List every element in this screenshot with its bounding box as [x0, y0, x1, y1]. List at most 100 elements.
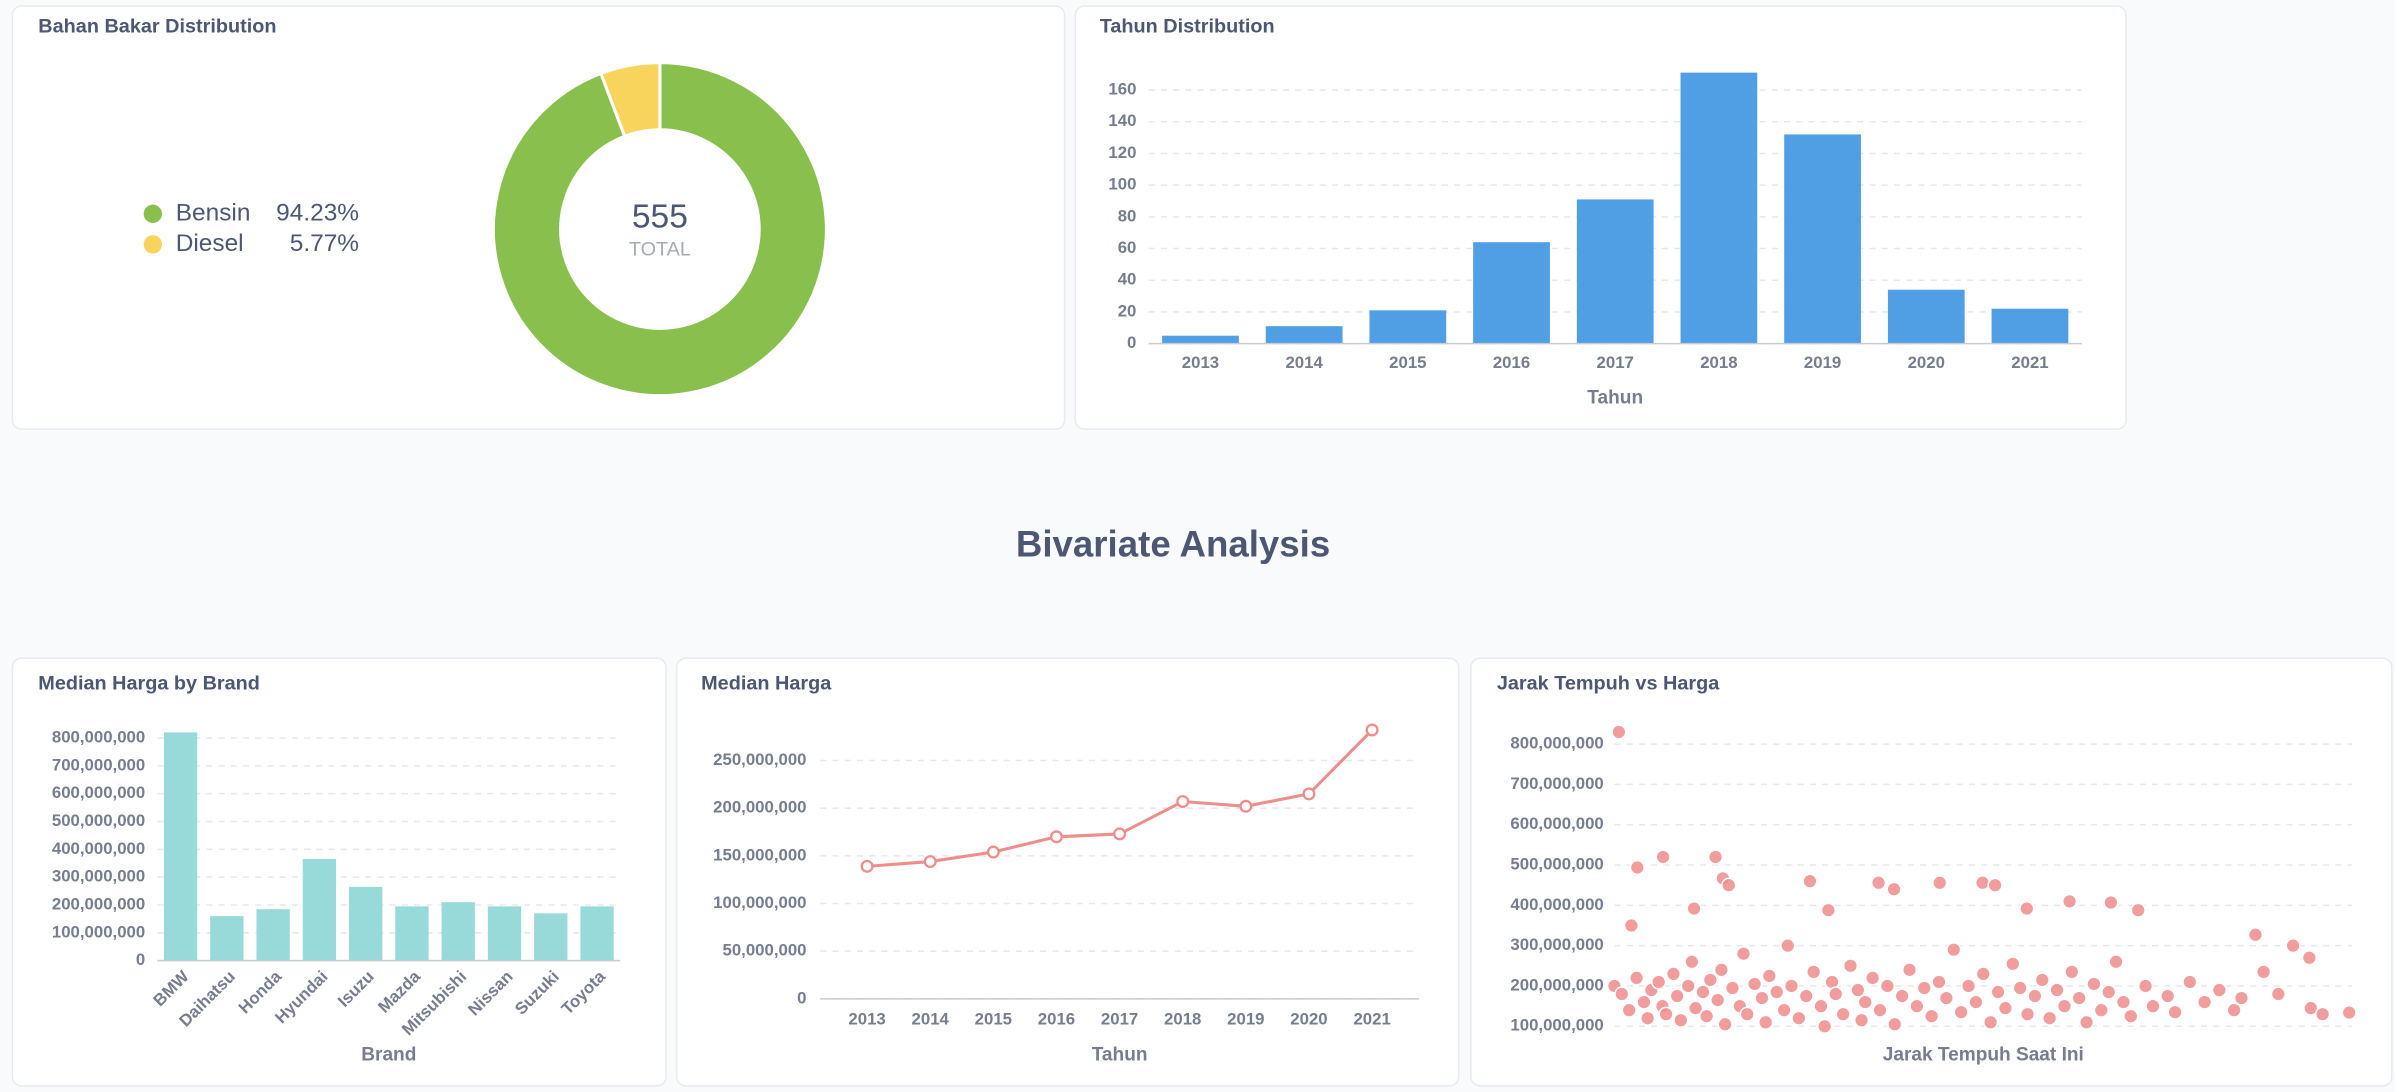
x-tick-label: 2016 [1038, 1010, 1075, 1029]
point [1798, 988, 1814, 1004]
x-axis-title: Brand [361, 1044, 416, 1065]
point [1239, 799, 1253, 813]
point [1702, 972, 1718, 988]
point [2167, 1004, 2183, 1020]
legend-value: 5.77% [290, 230, 359, 257]
point [2103, 894, 2119, 911]
point [2123, 1008, 2139, 1024]
point [1924, 1008, 1940, 1024]
x-tick-label: 2019 [1804, 353, 1841, 372]
point [1987, 877, 2003, 893]
y-tick-label: 150,000,000 [713, 845, 806, 864]
point [2115, 994, 2132, 1010]
point [1673, 1012, 1689, 1028]
point [1684, 954, 1700, 970]
x-tick-label: 2018 [1164, 1010, 1201, 1029]
x-tick-label: 2020 [1908, 353, 1945, 372]
y-tick-label: 20 [1118, 301, 1137, 320]
bar [395, 906, 429, 961]
point [1886, 881, 1902, 897]
y-tick-label: 40 [1118, 270, 1137, 289]
point [1049, 830, 1063, 844]
point [1983, 1014, 1999, 1030]
legend-label: Bensin [176, 199, 251, 226]
bar [1162, 335, 1239, 344]
y-tick-label: 0 [1127, 333, 1136, 352]
y-tick-label: 300,000,000 [52, 867, 145, 886]
point [1735, 946, 1752, 962]
point [1710, 992, 1726, 1008]
y-tick-label: 200,000,000 [713, 798, 806, 817]
point [2093, 1002, 2109, 1018]
point [1754, 990, 1770, 1006]
point [1870, 875, 1887, 891]
point [2064, 964, 2080, 980]
point [2301, 950, 2317, 966]
y-tick-label: 100,000,000 [713, 893, 806, 912]
point [1835, 1006, 1851, 1022]
point [860, 859, 874, 873]
point [1687, 1000, 1704, 1016]
point [1953, 1004, 1969, 1020]
point [1842, 958, 1859, 974]
point [1968, 994, 1984, 1010]
y-tick-label: 500,000,000 [52, 811, 145, 830]
point [2101, 984, 2117, 1000]
point [2034, 972, 2050, 988]
point [1960, 978, 1977, 994]
x-axis-title: Tahun [1092, 1044, 1148, 1065]
bar [210, 916, 244, 961]
pie-slice [598, 61, 662, 139]
point [1640, 1010, 1656, 1026]
point [1629, 859, 1645, 876]
point [1916, 980, 1932, 996]
point [1746, 976, 1763, 992]
point [2019, 900, 2035, 917]
point [2303, 1000, 2319, 1016]
point [1758, 1014, 1774, 1030]
x-tick-label: 2015 [1389, 353, 1426, 372]
point [1686, 900, 1702, 917]
point [2130, 902, 2146, 918]
point [1717, 1016, 1733, 1032]
point [1997, 1000, 2014, 1016]
point [2137, 978, 2154, 994]
point [1761, 968, 1777, 984]
x-axis-title: Tahun [1587, 388, 1643, 409]
point [1655, 849, 1671, 865]
bar [1991, 308, 2069, 344]
point [2182, 974, 2198, 990]
total-value: 555 [632, 198, 688, 235]
point [1636, 994, 1652, 1010]
x-tick-label: 2019 [1227, 1010, 1264, 1029]
legend-dot [143, 235, 163, 254]
chart-title: Tahun Distribution [1100, 16, 1275, 38]
point [2270, 986, 2286, 1002]
x-tick-label: 2013 [848, 1010, 885, 1029]
point [2071, 990, 2087, 1006]
y-tick-label: 400,000,000 [52, 839, 145, 858]
y-tick-label: 700,000,000 [1510, 774, 1603, 793]
bar [487, 906, 522, 961]
point [1975, 966, 1991, 982]
x-axis-title: Jarak Tempuh Saat Ini [1883, 1044, 2084, 1065]
chart-title: Median Harga [701, 672, 832, 694]
point [2341, 1004, 2357, 1021]
x-tick-label: 2021 [1353, 1010, 1390, 1029]
y-tick-label: 140 [1108, 111, 1136, 130]
point [1894, 988, 1910, 1004]
point [1302, 787, 1316, 801]
y-tick-label: 100,000,000 [1510, 1016, 1603, 1035]
point [1783, 978, 1800, 994]
point [1621, 1002, 1637, 1018]
point [2160, 988, 2176, 1004]
point [1850, 982, 1866, 998]
point [2042, 1010, 2058, 1026]
point [1805, 964, 1822, 980]
y-tick-label: 60 [1118, 238, 1137, 257]
bar [163, 732, 198, 961]
point [1651, 974, 1667, 990]
point [2247, 927, 2264, 943]
y-tick-label: 0 [797, 988, 806, 1007]
